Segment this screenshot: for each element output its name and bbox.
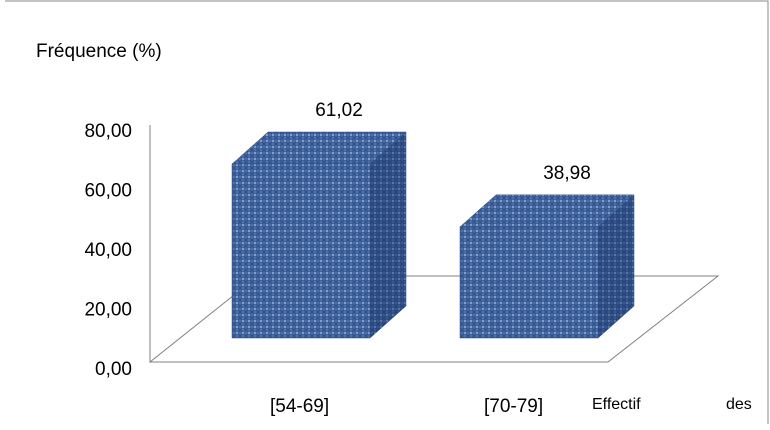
chart-border [5,0,769,424]
y-tick-label: 0,00 [95,359,132,380]
bar-front-face [459,226,599,339]
x-category-label: [70-79] [484,396,543,417]
bar [459,194,635,339]
x-category-label: [54-69] [270,396,329,417]
bar-front-face [231,163,371,339]
bar [231,131,407,339]
bar-value-label: 38,98 [543,163,591,184]
y-tick-label: 60,00 [84,181,132,202]
chart-floor [148,275,720,363]
bar-side-shade [598,194,634,338]
bar-side-shade [370,132,406,338]
x-axis-label: Effectif des [592,396,752,413]
y-axis-label: Fréquence (%) [36,41,162,62]
y-tick-label: 20,00 [84,300,132,321]
bar-value-label: 61,02 [315,100,363,121]
y-tick-label: 40,00 [84,240,132,261]
y-tick-label: 80,00 [84,121,132,142]
